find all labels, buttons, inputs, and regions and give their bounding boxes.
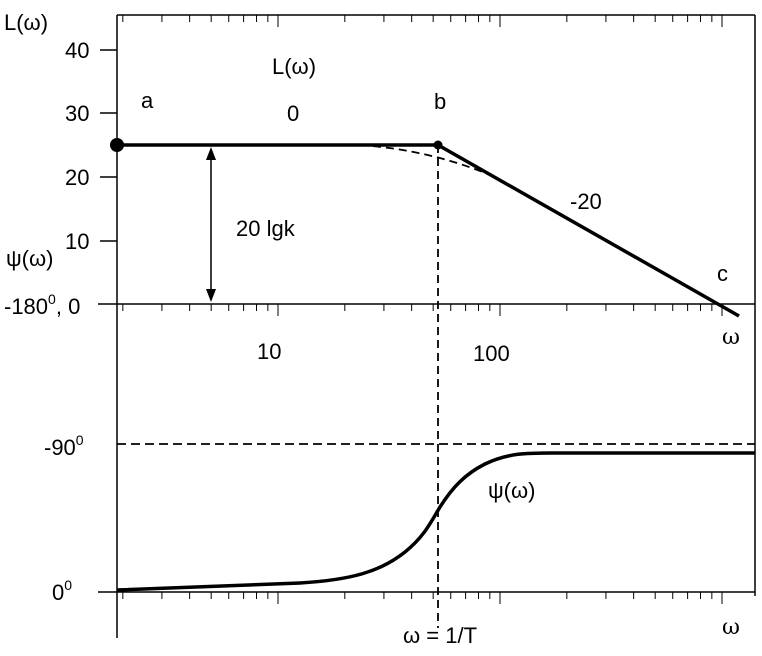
point-a-label: a: [141, 88, 154, 113]
y-tick-label-30: 30: [65, 101, 89, 126]
zero-degree-label: 00: [52, 577, 72, 605]
upper-x-label: ω: [722, 325, 740, 350]
lower-x-label: ω: [722, 615, 740, 640]
minus90-label: -900: [44, 432, 84, 460]
log-ticks: [122, 15, 723, 604]
upper-y-axis-title: L(ω): [4, 10, 48, 35]
point-c-label: c: [717, 261, 728, 286]
gain-arrow-up-head: [206, 147, 216, 160]
curve-label-psi: ψ(ω): [488, 478, 536, 503]
point-a-marker: [110, 138, 124, 152]
slope-down-label: -20: [570, 189, 602, 214]
y-tick-label-10: 10: [65, 229, 89, 254]
zero-label: -1800, 0: [4, 291, 80, 319]
y-tick-label-20: 20: [65, 165, 89, 190]
psi-axis-label: ψ(ω): [6, 246, 54, 271]
y-tick-label-40: 40: [65, 38, 89, 63]
upper-y-ticks: [100, 49, 117, 242]
point-b-label: b: [434, 89, 446, 114]
amplitude-actual-curve: [359, 144, 491, 176]
slope-flat-label: 0: [287, 101, 299, 126]
gain-label: 20 lgk: [236, 216, 296, 241]
corner-frequency-label: ω = 1/T: [403, 623, 477, 648]
x-tick-label-10: 10: [257, 339, 281, 364]
phase-curve: [116, 451, 755, 592]
x-tick-label-100: 100: [473, 341, 510, 366]
gain-arrow-down-head: [206, 289, 216, 302]
curve-label-L: L(ω): [272, 54, 316, 79]
